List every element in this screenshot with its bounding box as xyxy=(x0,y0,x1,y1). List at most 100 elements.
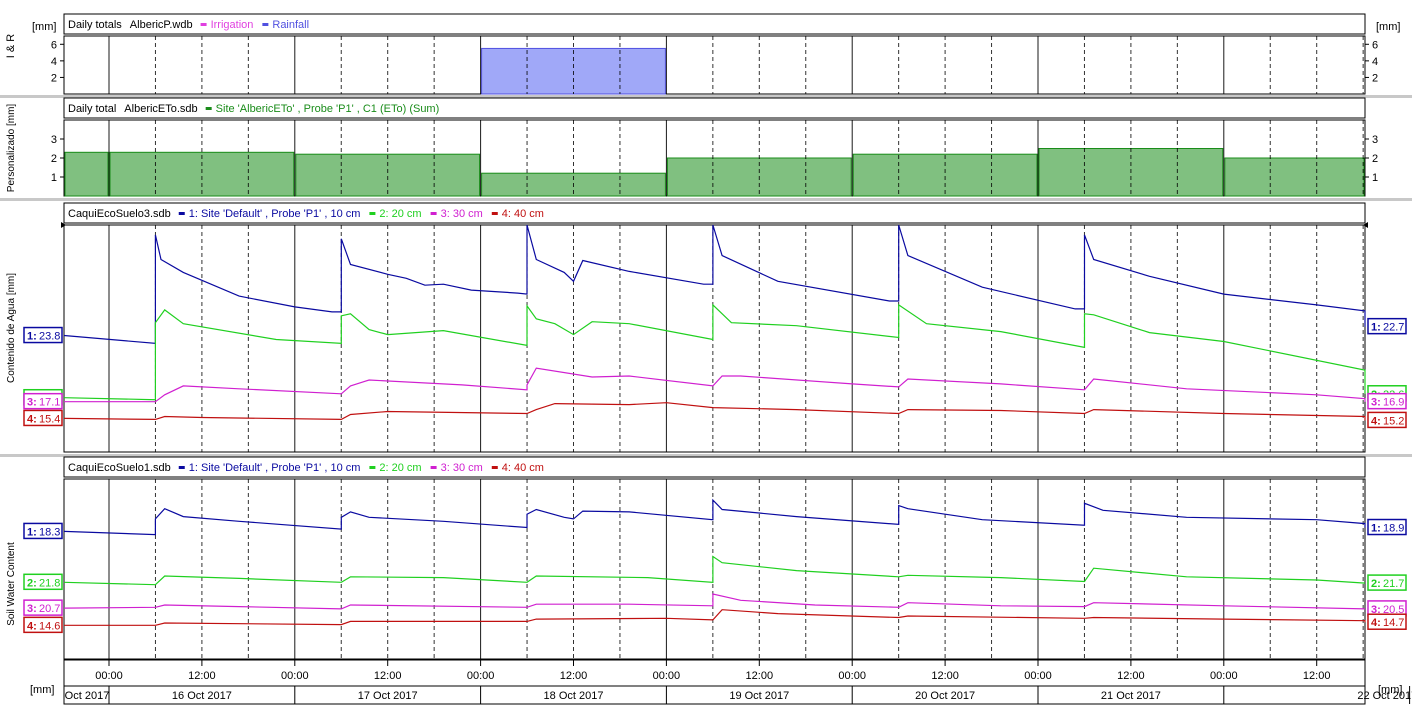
legend-swatch-2 xyxy=(369,212,376,215)
plot-panel-3 xyxy=(63,224,1366,453)
y-tick-label-left: 2 xyxy=(51,153,57,165)
value-box-label: 21.7 xyxy=(1383,578,1404,590)
value-box-label: 21.8 xyxy=(39,577,60,589)
value-box-label: 15.4 xyxy=(39,413,60,425)
legend-label-1: Site 'AlbericETo' , Probe 'P1' , C1 (ETo… xyxy=(216,103,440,115)
start-value-4: 4: 15.4 xyxy=(23,409,63,427)
time-tick-label: 00:00 xyxy=(281,670,309,682)
y-tick-label-right: 6 xyxy=(1372,39,1378,51)
y-tick-label-left: 1 xyxy=(51,172,57,184)
legend-label-3: 3: 30 cm xyxy=(441,208,483,220)
header-box xyxy=(63,13,1366,35)
panel-title: CaquiEcoSuelo3.sdb xyxy=(68,208,171,220)
value-box-id: 3: xyxy=(1371,397,1381,409)
value-box-id: 3: xyxy=(1371,604,1381,616)
time-tick-label: 12:00 xyxy=(931,670,959,682)
y-tick-label-left: 2 xyxy=(51,72,57,84)
legend-label-2: Rainfall xyxy=(272,19,309,31)
panel-header-4: CaquiEcoSuelo1.sdb 1: Site 'Default' , Pr… xyxy=(63,456,1366,478)
value-box-label: 14.6 xyxy=(39,620,60,632)
x-unit-left: [mm] xyxy=(30,684,54,696)
date-label: 22 Oct 2017 xyxy=(1357,690,1412,702)
value-box-label: 18.9 xyxy=(1383,523,1404,535)
cursor-marker-right xyxy=(1363,222,1368,228)
value-box-label: 18.3 xyxy=(39,526,60,538)
legend-swatch-1 xyxy=(178,212,185,215)
date-label: 20 Oct 2017 xyxy=(915,690,975,702)
value-box-label: 15.2 xyxy=(1383,415,1404,427)
value-box-id: 2: xyxy=(1371,578,1381,590)
legend-label-1: Irrigation xyxy=(211,19,254,31)
legend-swatch-2 xyxy=(262,23,269,26)
header-box xyxy=(63,202,1366,224)
y-tick-label-right: 2 xyxy=(1372,153,1378,165)
value-box-id: 4: xyxy=(27,620,37,632)
plot-panel-2 xyxy=(63,119,1366,197)
start-value-2: 2: 21.8 xyxy=(23,573,63,591)
legend-label-4: 4: 40 cm xyxy=(502,208,544,220)
start-value-1: 1: 23.8 xyxy=(23,326,63,344)
value-box xyxy=(23,392,63,410)
value-box-label: 23.8 xyxy=(39,331,60,343)
legend-swatch-1 xyxy=(205,107,212,110)
legend-label-4: 4: 40 cm xyxy=(502,462,544,474)
bar-6 xyxy=(852,153,1038,197)
value-box xyxy=(1367,613,1407,630)
series-line-2 xyxy=(63,303,1366,401)
end-value-4: 4: 15.2 xyxy=(1367,411,1407,429)
unit-label-left: [mm] xyxy=(32,21,56,33)
legend-label-3: 3: 30 cm xyxy=(441,462,483,474)
x-unit-right: [mm] xyxy=(1378,684,1402,696)
series-line-2 xyxy=(63,555,1366,586)
value-box xyxy=(1367,518,1407,536)
value-box-label: 16.9 xyxy=(1383,397,1404,409)
time-tick-label: 12:00 xyxy=(746,670,774,682)
date-label: 17 Oct 2017 xyxy=(358,690,418,702)
legend-label-2: 2: 20 cm xyxy=(379,462,421,474)
start-value-1: 1: 18.3 xyxy=(23,522,63,540)
series-line-4 xyxy=(63,402,1366,421)
bar-2 xyxy=(109,151,295,197)
y-axis-title-4: Soil Water Content xyxy=(6,542,17,626)
value-box xyxy=(23,573,63,591)
time-tick-label: 00:00 xyxy=(467,670,495,682)
legend-swatch-4 xyxy=(491,212,498,215)
plot-panel-1 xyxy=(63,35,1366,95)
header-box xyxy=(63,97,1366,119)
panel-separator xyxy=(0,198,1412,201)
panel-title: Daily totals xyxy=(68,19,122,31)
plot-area xyxy=(63,35,1366,95)
panel-header-1: Daily totals AlbericP.wdb Irrigation Rainfa… xyxy=(63,13,1366,35)
value-box xyxy=(1367,574,1407,591)
value-box-id: 1: xyxy=(1371,523,1381,535)
value-box xyxy=(23,409,63,427)
value-box xyxy=(1367,411,1407,429)
legend-swatch-3 xyxy=(430,212,437,215)
x-axis-frame xyxy=(63,659,1366,705)
y-axis-title-1: I & R xyxy=(5,34,17,59)
y-tick-label-left: 4 xyxy=(51,56,57,68)
start-value-3: 3: 20.7 xyxy=(23,599,63,616)
panel-file: AlbericETo.sdb xyxy=(124,103,197,115)
value-box-id: 4: xyxy=(27,413,37,425)
date-label: 18 Oct 2017 xyxy=(544,690,604,702)
panel-file: AlbericP.wdb xyxy=(130,19,193,31)
time-tick-label: 00:00 xyxy=(653,670,681,682)
panel-separator xyxy=(0,454,1412,457)
series-line-1 xyxy=(63,224,1366,345)
end-value-1: 1: 22.7 xyxy=(1367,317,1407,335)
plot-area xyxy=(63,478,1366,660)
y-tick-label-right: 3 xyxy=(1372,134,1378,146)
value-box-id: 1: xyxy=(27,331,37,343)
series-line-4 xyxy=(64,609,1366,626)
time-tick-label: 12:00 xyxy=(1303,670,1331,682)
time-tick-label: 00:00 xyxy=(838,670,866,682)
value-box xyxy=(23,522,63,540)
date-label: Oct 2017 xyxy=(65,690,110,702)
legend-swatch-1 xyxy=(200,23,207,26)
y-tick-label-left: 6 xyxy=(51,39,57,51)
value-box xyxy=(23,616,63,634)
time-tick-label: 00:00 xyxy=(1210,670,1238,682)
end-value-3: 3: 16.9 xyxy=(1367,392,1407,410)
y-tick-label-left: 3 xyxy=(51,134,57,146)
